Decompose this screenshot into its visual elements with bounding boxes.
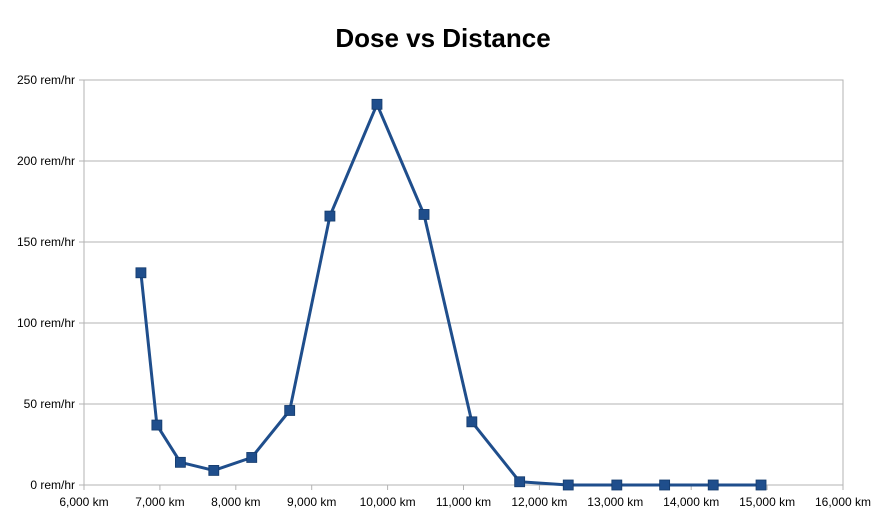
- y-tick-label: 150 rem/hr: [17, 235, 75, 249]
- x-tick-label: 10,000 km: [360, 495, 416, 509]
- data-point-marker: [418, 209, 430, 220]
- y-axis: 0 rem/hr 50 rem/hr 100 rem/hr 150 rem/hr 200…: [17, 73, 84, 492]
- data-point-marker: [324, 210, 336, 222]
- x-tick-label: 14,000 km: [663, 495, 719, 509]
- data-point-marker: [174, 456, 186, 468]
- series-layer: [135, 98, 767, 491]
- x-tick-label: 8,000 km: [211, 495, 260, 509]
- x-tick-label: 12,000 km: [511, 495, 567, 509]
- gridlines: [84, 79, 843, 486]
- data-point-marker: [151, 419, 163, 431]
- data-point-marker: [284, 405, 296, 416]
- data-point-marker: [208, 465, 220, 476]
- data-point-marker: [466, 416, 478, 428]
- data-point-marker: [514, 476, 526, 488]
- data-point-marker: [246, 452, 258, 463]
- y-tick-label: 200 rem/hr: [17, 154, 75, 168]
- x-tick-label: 13,000 km: [587, 495, 643, 509]
- x-tick-label: 11,000 km: [436, 495, 491, 509]
- plot-area-frame: [83, 79, 844, 486]
- data-point-marker: [755, 479, 767, 491]
- chart-title: Dose vs Distance: [335, 23, 550, 53]
- x-tick-label: 6,000 km: [59, 495, 108, 509]
- data-point-marker: [135, 267, 147, 279]
- data-point-marker: [562, 479, 574, 491]
- x-tick-label: 15,000 km: [739, 495, 795, 509]
- data-point-marker: [371, 98, 383, 110]
- x-axis: 6,000 km 7,000 km 8,000 km 9,000 km 10,000 k…: [59, 485, 871, 509]
- x-tick-label: 9,000 km: [287, 495, 336, 509]
- data-point-marker: [611, 479, 623, 491]
- data-point-marker: [659, 479, 671, 491]
- y-tick-label: 250 rem/hr: [17, 73, 75, 87]
- y-tick-label: 0 rem/hr: [30, 478, 75, 492]
- y-tick-label: 50 rem/hr: [24, 397, 75, 411]
- x-tick-label: 16,000 km: [815, 495, 871, 509]
- x-tick-label: 7,000 km: [135, 495, 184, 509]
- y-tick-label: 100 rem/hr: [17, 316, 75, 330]
- data-point-marker: [707, 479, 719, 491]
- series-line: [139, 102, 761, 487]
